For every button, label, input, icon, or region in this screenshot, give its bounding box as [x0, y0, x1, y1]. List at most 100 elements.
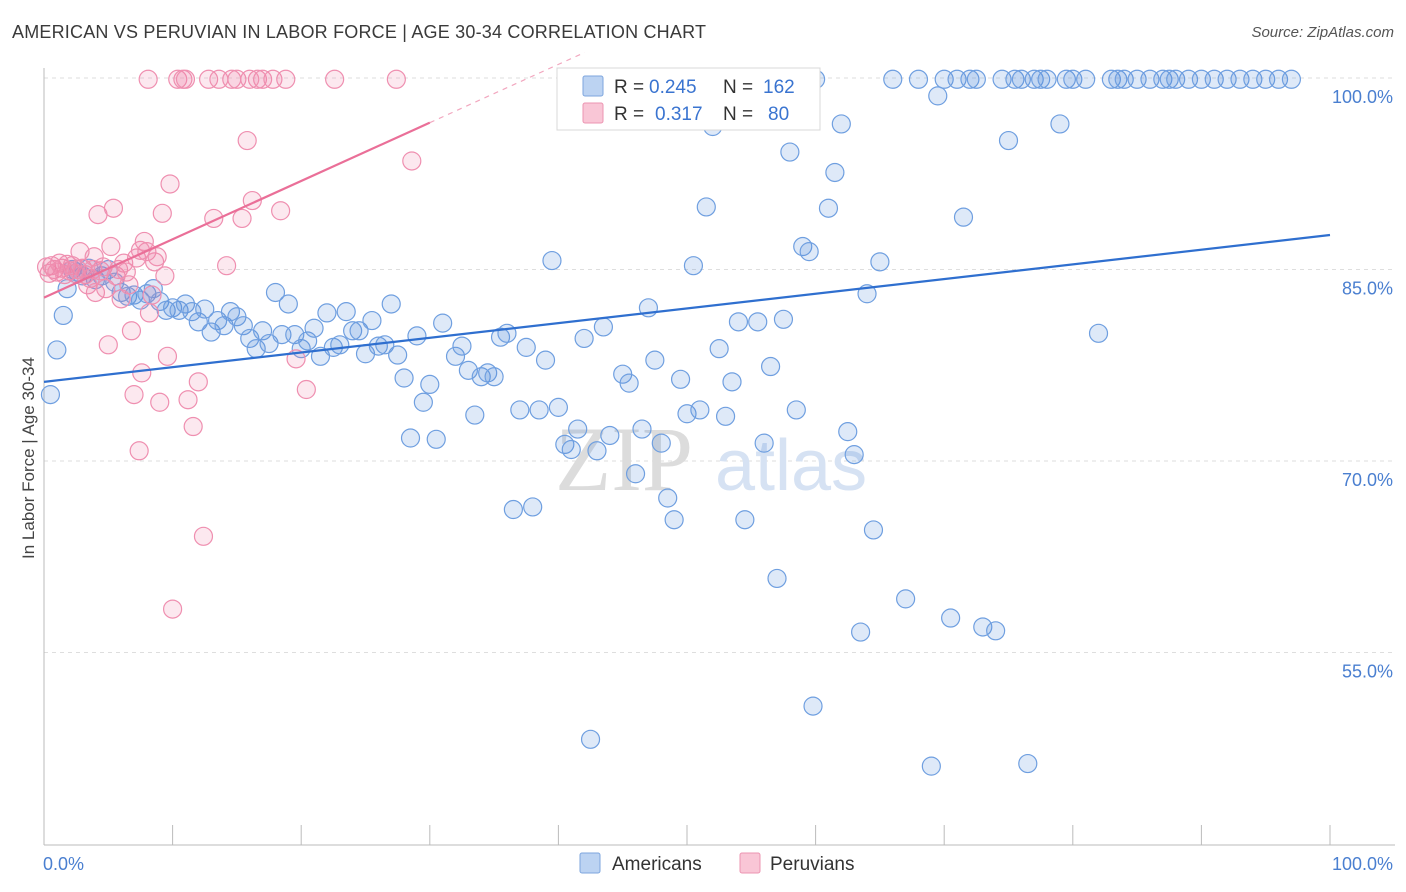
peruvian-point-63	[232, 208, 252, 229]
peruvian-point-36	[129, 441, 149, 461]
american-point-0	[40, 385, 61, 405]
american-point-79	[548, 397, 569, 417]
american-point-60	[420, 374, 440, 394]
x-tick-label-end: 100.0%	[1332, 854, 1393, 874]
american-point-112	[767, 568, 787, 589]
american-point-69	[484, 367, 504, 387]
american-point-103	[709, 339, 729, 359]
american-point-132	[921, 756, 941, 776]
axes	[43, 68, 1395, 846]
y-axis-title: In Labor Force | Age 30-34	[19, 357, 38, 559]
american-point-89	[619, 373, 639, 393]
american-point-138	[960, 69, 980, 89]
peruvian-point-45	[152, 203, 172, 223]
peruvian-point-42	[144, 252, 165, 272]
american-point-110	[754, 433, 774, 453]
american-point-122	[831, 114, 851, 134]
american-point-128	[870, 252, 890, 272]
american-point-90	[625, 464, 646, 484]
peruvian-point-33	[121, 321, 142, 341]
american-point-123	[838, 422, 858, 442]
bottom-legend-label-americans: Americans	[612, 854, 702, 875]
american-point-77	[535, 350, 556, 370]
american-point-73	[510, 400, 530, 420]
legend-n-value-1: 162	[763, 77, 795, 98]
american-point-104	[715, 406, 736, 426]
legend-n-label-2: N =	[723, 104, 753, 125]
peruvian-point-72	[296, 379, 316, 400]
peruvian-point-64	[237, 130, 257, 151]
peruvian-point-70	[276, 69, 296, 89]
american-point-114	[780, 142, 800, 162]
american-point-51	[362, 310, 382, 331]
american-point-61	[426, 429, 446, 449]
chart-source: Source: ZipAtlas.com	[1251, 24, 1394, 41]
bottom-legend-label-peruvians: Peruvians	[770, 854, 855, 875]
series-americans-points	[40, 69, 1302, 776]
american-point-29	[220, 302, 241, 322]
american-point-36	[265, 282, 286, 303]
legend-r-value-2: 0.317	[655, 104, 703, 125]
american-point-161	[1159, 69, 1179, 89]
peruvian-point-57	[199, 69, 219, 89]
bottom-legend-swatch-americans	[579, 852, 601, 874]
legend-r-label-1: R =	[614, 77, 644, 98]
american-point-59	[413, 392, 433, 412]
american-point-101	[696, 197, 716, 217]
american-point-149	[1037, 69, 1057, 89]
peruvian-point-41	[142, 285, 162, 305]
american-point-85	[587, 441, 607, 461]
peruvian-point-52	[175, 69, 196, 89]
peruvian-point-44	[150, 392, 170, 412]
peruvian-point-23	[96, 279, 116, 299]
peruvian-point-25	[101, 236, 121, 257]
peruvian-point-50	[168, 69, 188, 89]
peruvian-point-49	[163, 599, 183, 619]
american-point-151	[1056, 69, 1076, 89]
american-point-120	[818, 198, 839, 218]
peruvian-point-19	[85, 282, 106, 303]
american-point-76	[529, 400, 549, 420]
american-point-86	[593, 317, 614, 337]
peruvian-point-73	[325, 69, 345, 89]
y-tick-labels: 55.0% 70.0% 85.0% 100.0%	[1332, 87, 1393, 682]
american-point-42	[304, 318, 324, 338]
american-point-113	[773, 309, 794, 329]
american-point-75	[523, 497, 543, 517]
american-point-52	[368, 336, 388, 356]
trend-line-peruvians	[43, 121, 431, 299]
peruvian-point-3	[44, 259, 64, 280]
american-point-98	[677, 404, 697, 424]
series-peruvians-points	[36, 69, 422, 619]
bottom-legend-swatch-peruvians	[739, 852, 761, 874]
peruvian-point-26	[103, 198, 124, 218]
trend-lines	[43, 51, 1331, 383]
american-point-125	[851, 622, 871, 642]
legend-n-label-1: N =	[723, 77, 753, 98]
american-point-146	[1018, 753, 1038, 774]
american-point-44	[317, 303, 337, 323]
peruvian-point-40	[139, 303, 160, 323]
peruvian-point-34	[124, 385, 144, 405]
peruvian-point-24	[98, 335, 118, 355]
american-point-144	[1005, 69, 1025, 89]
american-point-22	[175, 294, 196, 314]
american-point-74	[516, 337, 536, 357]
watermark-zip: ZIP	[555, 408, 693, 510]
american-point-80	[555, 434, 575, 455]
y-tick-label-3: 100.0%	[1332, 87, 1393, 107]
peruvian-point-32	[119, 275, 139, 295]
american-point-133	[928, 86, 948, 106]
american-point-171	[1281, 69, 1302, 89]
american-point-1	[47, 340, 67, 360]
american-point-82	[568, 419, 588, 439]
legend-box: R = 0.245 N = 162 R = 0.317 N = 80	[556, 67, 821, 131]
american-point-148	[1031, 69, 1051, 89]
american-point-109	[748, 312, 768, 332]
american-point-150	[1050, 114, 1070, 134]
american-point-25	[195, 299, 215, 319]
y-tick-label-1: 70.0%	[1342, 470, 1393, 490]
american-point-46	[330, 335, 350, 355]
peruvian-point-47	[157, 346, 178, 366]
